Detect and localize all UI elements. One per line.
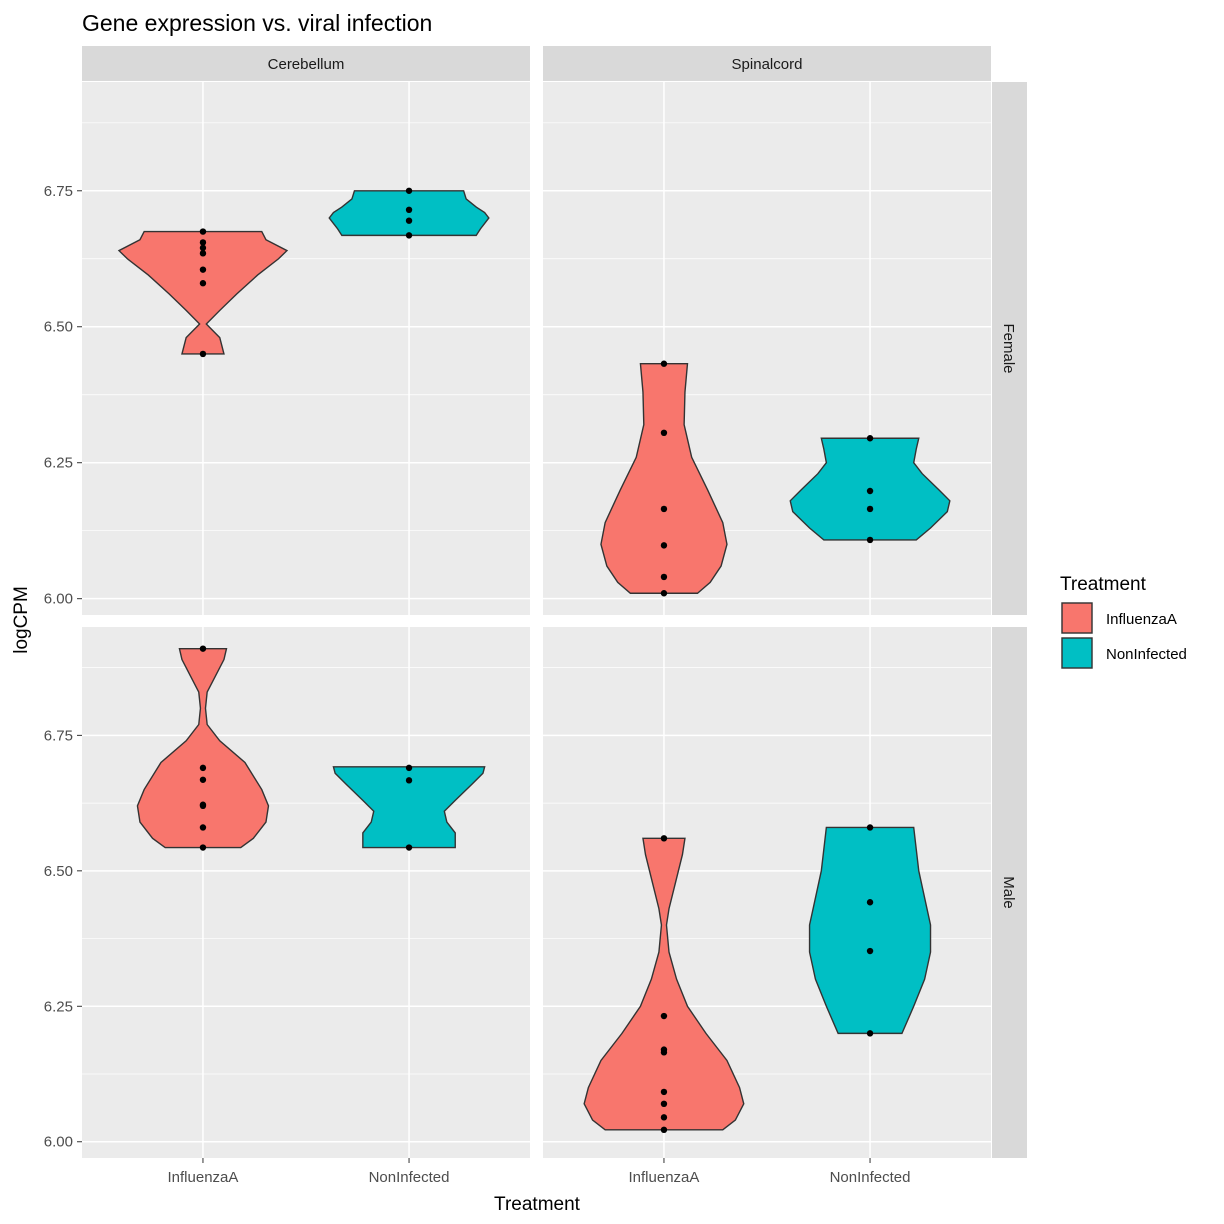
legend-label: NonInfected	[1106, 646, 1187, 663]
violin-influenzaa	[136, 647, 270, 849]
strip-spinalcord: Spinalcord	[543, 46, 991, 81]
strip-background	[543, 46, 991, 81]
chart-title: Gene expression vs. viral infection	[82, 10, 432, 36]
facet-strips: Cerebellum Spinalcord Female Male	[82, 46, 1027, 1158]
y-tick-label: 6.00	[44, 1134, 73, 1151]
strip-female: Female	[992, 82, 1027, 615]
x-tick-label: InfluenzaA	[629, 1169, 700, 1186]
data-point	[660, 590, 668, 597]
y-tick-label: 6.75	[44, 183, 73, 200]
data-point	[660, 360, 668, 367]
violins-cerebellum-male	[136, 645, 486, 851]
data-point	[405, 187, 413, 194]
violin-influenzaa	[600, 363, 728, 594]
strip-label: Male	[1000, 876, 1017, 909]
data-point	[199, 776, 207, 783]
data-point	[199, 645, 207, 652]
data-point	[405, 764, 413, 772]
data-point	[199, 280, 207, 287]
data-point	[199, 239, 207, 246]
data-point	[866, 899, 874, 906]
strip-male: Male	[992, 627, 1027, 1158]
legend-swatch	[1061, 637, 1093, 669]
data-point	[866, 947, 874, 955]
violins-cerebellum-female	[117, 187, 490, 358]
y-tick-label: 6.50	[44, 863, 73, 880]
y-tick-label: 6.00	[44, 591, 73, 608]
legend-item-noninfected: NonInfected	[1061, 637, 1187, 669]
strip-label: Spinalcord	[732, 56, 803, 73]
data-point	[660, 1046, 668, 1053]
x-tick-label: NonInfected	[830, 1169, 911, 1186]
y-axis-title: logCPM	[11, 586, 32, 654]
data-point	[199, 844, 207, 851]
axes: 6.00 6.25 6.50 6.75 6.00 6.25 6.50 6.75 Influenz…	[44, 183, 911, 1186]
data-point	[866, 1030, 874, 1037]
data-point	[199, 350, 207, 358]
panel-background	[82, 627, 530, 1158]
violin-influenzaa	[583, 837, 745, 1131]
data-point	[660, 1126, 668, 1134]
legend: Treatment InfluenzaA NonInfected	[1060, 574, 1187, 669]
data-point	[660, 542, 668, 549]
data-point	[199, 228, 207, 235]
violin-noninfected	[808, 826, 932, 1035]
data-point	[199, 764, 207, 772]
strip-cerebellum: Cerebellum	[82, 46, 530, 81]
data-point	[199, 244, 207, 252]
strip-background	[82, 46, 530, 81]
data-point	[199, 266, 207, 273]
data-point	[660, 1114, 668, 1121]
legend-item-influenzaa: InfluenzaA	[1061, 602, 1177, 634]
strip-background	[992, 82, 1027, 615]
strip-label: Female	[1000, 323, 1017, 373]
x-tick-label: InfluenzaA	[168, 1169, 239, 1186]
violin-noninfected	[332, 766, 486, 849]
panel-cerebellum-female	[82, 82, 530, 615]
panel-cerebellum-male	[82, 627, 530, 1158]
data-point	[660, 573, 668, 581]
y-tick-label: 6.25	[44, 455, 73, 472]
x-axis-title: Treatment	[494, 1194, 581, 1215]
data-point	[660, 429, 668, 437]
y-tick-label: 6.25	[44, 998, 73, 1015]
legend-swatch	[1061, 602, 1093, 634]
strip-background	[992, 627, 1027, 1158]
y-tick-label: 6.75	[44, 727, 73, 744]
y-tick-label: 6.50	[44, 319, 73, 336]
data-point	[199, 824, 207, 831]
data-point	[199, 250, 207, 257]
data-point	[866, 505, 874, 513]
violin-influenzaa	[117, 230, 289, 355]
data-point	[405, 217, 413, 224]
data-point	[866, 824, 874, 831]
data-point	[660, 1100, 668, 1108]
violin-noninfected	[328, 190, 490, 237]
data-point	[660, 1088, 668, 1096]
data-point	[199, 801, 207, 808]
data-point	[660, 1012, 668, 1020]
data-point	[660, 835, 668, 842]
data-point	[866, 435, 874, 442]
data-point	[405, 232, 413, 239]
data-point	[405, 844, 413, 851]
data-point	[405, 777, 413, 784]
data-point	[866, 487, 874, 495]
data-point	[660, 505, 668, 513]
legend-label: InfluenzaA	[1106, 611, 1177, 628]
legend-title: Treatment	[1060, 574, 1147, 595]
violins-spinalcord-male	[583, 824, 932, 1134]
violins-spinalcord-female	[600, 360, 951, 597]
data-point	[866, 536, 874, 544]
strip-label: Cerebellum	[268, 56, 345, 73]
data-point	[405, 206, 413, 214]
facet-panels	[82, 82, 991, 1158]
x-tick-label: NonInfected	[369, 1169, 450, 1186]
panel-background	[82, 82, 530, 615]
